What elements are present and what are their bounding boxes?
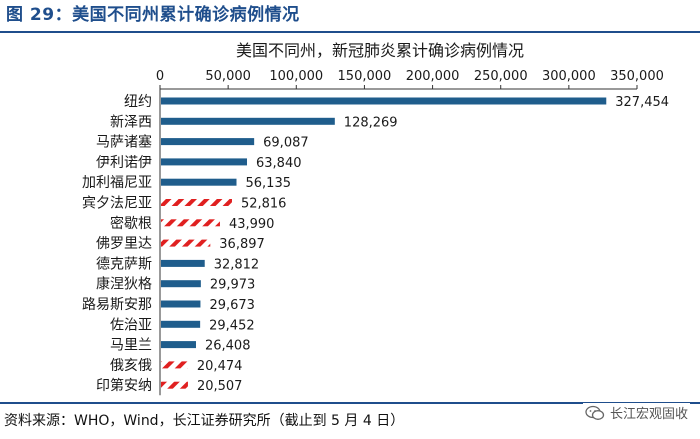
bar bbox=[161, 300, 201, 308]
watermark: 长江宏观固收 bbox=[582, 403, 690, 422]
bottom-divider bbox=[0, 402, 700, 404]
bar bbox=[161, 381, 188, 389]
x-tick-label: 150,000 bbox=[338, 69, 392, 84]
data-label: 69,087 bbox=[263, 136, 309, 151]
x-tick-label: 0 bbox=[156, 69, 164, 84]
x-tick-label: 250,000 bbox=[474, 69, 528, 84]
category-label: 宾夕法尼亚 bbox=[82, 196, 152, 212]
data-label: 52,816 bbox=[241, 197, 286, 212]
x-tick-label: 50,000 bbox=[205, 69, 251, 84]
x-tick-label: 300,000 bbox=[542, 69, 596, 84]
category-label: 加利福尼亚 bbox=[82, 175, 152, 191]
data-label: 32,812 bbox=[214, 257, 260, 272]
x-tick-label: 100,000 bbox=[269, 69, 323, 84]
bar bbox=[161, 320, 201, 328]
bar bbox=[161, 239, 211, 247]
bar bbox=[161, 280, 201, 288]
data-label: 327,454 bbox=[615, 95, 669, 110]
bar bbox=[161, 138, 255, 146]
data-label: 128,269 bbox=[344, 115, 398, 130]
category-label: 印第安纳 bbox=[96, 377, 152, 394]
data-label: 43,990 bbox=[229, 217, 275, 232]
bar bbox=[161, 158, 248, 166]
top-divider bbox=[0, 31, 700, 33]
category-label: 马萨诸塞 bbox=[96, 134, 152, 151]
bar-chart: 美国不同州，新冠肺炎累计确诊病例情况 0 50,000 100,000 150,000… bbox=[82, 41, 669, 396]
category-label: 路易斯安那 bbox=[82, 297, 152, 313]
source-note: 资料来源：WHO，Wind，长江证券研究所（截止到 5 月 4 日） bbox=[4, 413, 405, 429]
data-label: 20,507 bbox=[197, 379, 243, 394]
category-label: 佛罗里达 bbox=[96, 236, 152, 252]
category-label: 康涅狄格 bbox=[96, 276, 152, 293]
watermark-text: 长江宏观固收 bbox=[609, 407, 688, 422]
x-tick-label: 350,000 bbox=[610, 69, 664, 84]
bar bbox=[161, 199, 232, 206]
data-label: 63,840 bbox=[256, 156, 302, 171]
bar bbox=[161, 259, 205, 267]
bar bbox=[161, 361, 188, 369]
data-label: 26,408 bbox=[205, 339, 251, 354]
category-label: 伊利诺伊 bbox=[96, 155, 152, 171]
category-label: 俄亥俄 bbox=[110, 358, 152, 374]
category-label: 佐治亚 bbox=[110, 317, 152, 333]
bar bbox=[161, 341, 196, 349]
bar bbox=[161, 219, 220, 227]
data-label: 29,452 bbox=[209, 318, 255, 333]
bar bbox=[161, 178, 237, 186]
data-label: 29,973 bbox=[210, 278, 256, 293]
data-label: 20,474 bbox=[197, 359, 243, 374]
category-label: 新泽西 bbox=[110, 114, 152, 130]
bar bbox=[161, 97, 607, 105]
figure-title: 图 29：美国不同州累计确诊病例情况 bbox=[6, 5, 300, 25]
category-label: 密歇根 bbox=[110, 215, 152, 232]
data-label: 56,135 bbox=[246, 176, 291, 191]
bar bbox=[161, 117, 335, 125]
data-label: 29,673 bbox=[209, 298, 255, 313]
x-axis: 0 50,000 100,000 150,000 200,000 250,000 300,0… bbox=[156, 69, 664, 396]
category-label: 纽约 bbox=[124, 94, 152, 110]
chart-title: 美国不同州，新冠肺炎累计确诊病例情况 bbox=[236, 41, 524, 60]
wechat-icon bbox=[585, 405, 605, 420]
data-label: 36,897 bbox=[219, 237, 265, 252]
category-label: 马里兰 bbox=[110, 338, 152, 354]
bars: 纽约 327,454 新泽西 128,269 马萨诸塞 69,087 伊利诺伊 63,840 加… bbox=[82, 94, 669, 394]
category-label: 德克萨斯 bbox=[96, 256, 152, 272]
x-tick-label: 200,000 bbox=[406, 69, 460, 84]
